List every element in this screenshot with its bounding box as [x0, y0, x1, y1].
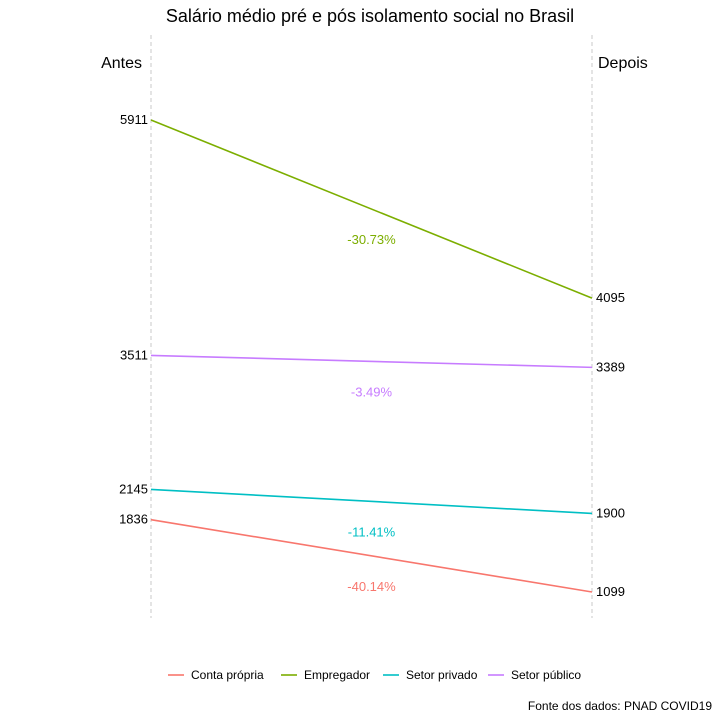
legend: Conta própria Empregador Setor privado Seto…: [168, 668, 581, 682]
legend-label: Conta própria: [191, 668, 264, 682]
legend-label: Setor privado: [406, 668, 478, 682]
series-layer: 1836 1099 -40.14% 5911 4095 -30.73% 2145 1900 -1…: [119, 112, 625, 599]
legend-label: Setor público: [511, 668, 581, 682]
change-label: -40.14%: [347, 579, 396, 594]
value-label-antes: 3511: [120, 347, 148, 362]
change-label: -3.49%: [351, 384, 393, 399]
legend-label: Empregador: [304, 668, 370, 682]
x-label-antes: Antes: [101, 55, 142, 72]
change-label: -11.41%: [348, 524, 396, 539]
value-label-antes: 2145: [119, 481, 148, 496]
series-line: [150, 488, 593, 515]
value-label-antes: 5911: [120, 112, 148, 127]
value-label-depois: 4095: [596, 290, 625, 305]
value-label-depois: 3389: [596, 359, 625, 374]
series-line: [150, 518, 593, 593]
value-label-antes: 1836: [119, 512, 148, 527]
change-label: -30.73%: [347, 232, 396, 247]
series-line: [150, 119, 593, 299]
series-line: [150, 354, 593, 369]
chart-caption: Fonte dos dados: PNAD COVID19: [528, 699, 712, 713]
value-label-depois: 1099: [596, 584, 625, 599]
chart-title: Salário médio pré e pós isolamento socia…: [166, 6, 574, 26]
x-label-depois: Depois: [598, 55, 648, 72]
value-label-depois: 1900: [596, 505, 625, 520]
